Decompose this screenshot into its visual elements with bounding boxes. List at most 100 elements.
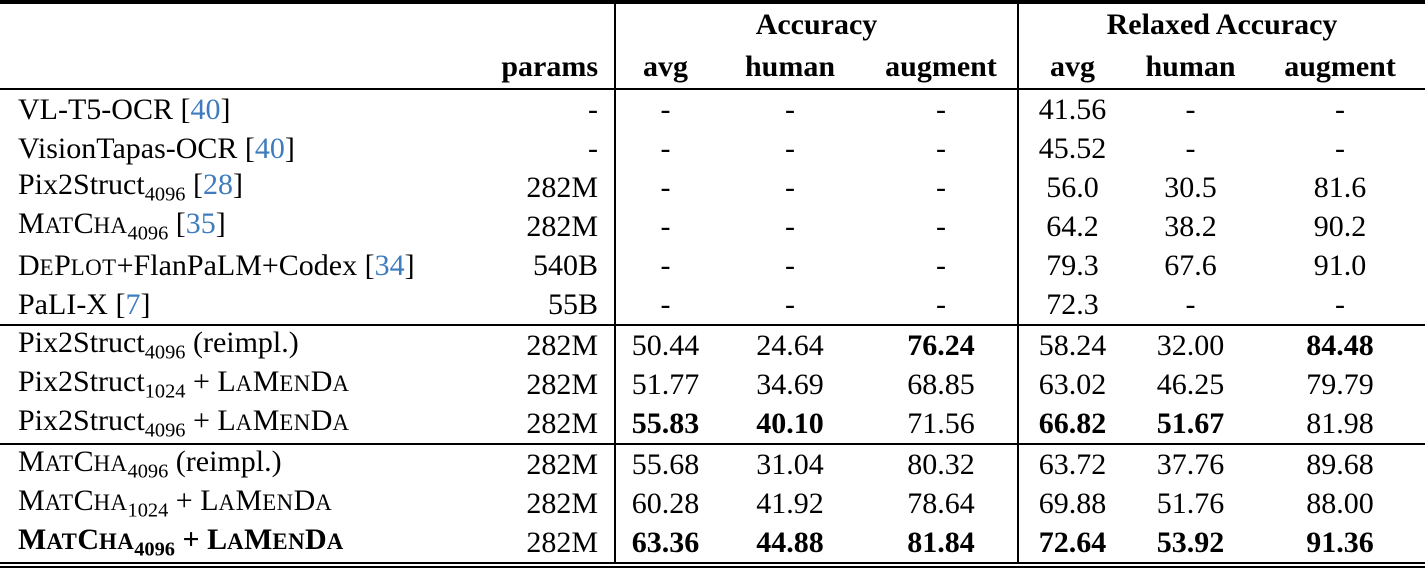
- value-cell: 72.3: [1046, 287, 1099, 321]
- value-cell: 79.79: [1306, 367, 1374, 401]
- model-name-text: +FlanPaLM+Codex: [116, 248, 365, 282]
- citation-link[interactable]: 7: [125, 287, 141, 321]
- value-cell: 88.00: [1306, 486, 1374, 520]
- model-name-text: ]: [284, 131, 295, 165]
- model-name-text: [: [115, 287, 126, 321]
- value-cell: -: [785, 131, 795, 165]
- model-name-text: (reimpl.): [168, 445, 282, 479]
- value-cell: 44.88: [756, 525, 824, 559]
- model-name-text: [: [180, 92, 191, 126]
- model-name-cell: Pix2Struct1024 + LAMENDA: [0, 365, 460, 404]
- params-cell: 55B: [460, 285, 616, 325]
- value-cell: 80.32: [865, 443, 1020, 484]
- smallcaps-text: A: [227, 529, 245, 555]
- table-row: VisionTapas-OCR [40] - - - -45.52- -: [0, 129, 1425, 168]
- value-cell: -: [865, 89, 1020, 129]
- value-cell: 89.68: [1255, 443, 1425, 484]
- value-cell: -: [660, 287, 671, 321]
- model-name-text: M: [18, 484, 45, 518]
- citation-link[interactable]: 34: [374, 248, 405, 282]
- group-header-spacer: [0, 2, 616, 46]
- value-cell: 91.36: [1306, 525, 1374, 559]
- model-name-text: M: [252, 404, 280, 438]
- smallcaps-text: A: [235, 371, 253, 397]
- value-cell: 37.76: [1126, 443, 1256, 484]
- value-cell: 46.25: [1156, 367, 1225, 401]
- value-cell: 34.69: [756, 367, 824, 401]
- model-name-text: D: [18, 248, 40, 282]
- value-cell: 63.02: [1038, 367, 1107, 401]
- model-name-cell: MATCHA4096 [35]: [0, 207, 460, 246]
- value-cell: 50.44: [615, 324, 715, 365]
- table-row: Pix2Struct4096 [28] 282M - - -56.0 30.5 81.6: [0, 168, 1425, 207]
- value-cell: 41.56: [1038, 92, 1107, 126]
- table-row: VL-T5-OCR [40] - - - -41.56- -: [0, 89, 1425, 129]
- relaxed-human-header: human: [1126, 46, 1256, 90]
- value-cell: 63.36: [631, 525, 700, 559]
- table-body: VL-T5-OCR [40] - - - -41.56- - VisionTapas-OCR…: [0, 89, 1425, 565]
- model-size-subscript: 4096: [134, 538, 175, 561]
- accuracy-human-header: human: [715, 46, 865, 90]
- smallcaps-text: A: [235, 410, 253, 436]
- value-cell: -: [660, 209, 671, 243]
- model-name-text: PaLI-X: [18, 287, 116, 321]
- smallcaps-text: A: [326, 529, 344, 555]
- accuracy-augment-header: augment: [865, 46, 1020, 90]
- model-name-text: ]: [232, 168, 243, 202]
- value-cell: 79.3: [1046, 248, 1099, 282]
- value-cell: 32.00: [1126, 324, 1256, 365]
- value-cell: 55.83: [631, 406, 700, 440]
- model-name-text: M: [18, 207, 45, 241]
- table-row: MATCHA1024 + LAMENDA 282M 60.28 41.92 78.64 6…: [0, 484, 1425, 523]
- citation-link[interactable]: 28: [202, 168, 233, 202]
- table-header: Accuracy Relaxed Accuracy params avg hum…: [0, 2, 1425, 90]
- params-cell: 282M: [460, 324, 616, 365]
- model-size-subscript: 4096: [144, 183, 186, 206]
- value-cell: -: [1185, 92, 1196, 126]
- model-name-cell: Pix2Struct4096 (reimpl.): [0, 324, 460, 365]
- citation-link[interactable]: 40: [254, 131, 285, 165]
- value-cell: -: [865, 168, 1020, 207]
- value-cell: 40.10: [756, 406, 824, 440]
- value-cell: 45.52: [1038, 131, 1107, 165]
- value-cell: -: [660, 248, 671, 282]
- value-cell: 63.72: [1018, 443, 1127, 484]
- model-name-text: C: [73, 484, 94, 518]
- smallcaps-text: EN: [272, 529, 306, 555]
- params-cell: 282M: [460, 443, 616, 484]
- value-cell: -: [1335, 131, 1346, 165]
- value-cell: -: [785, 287, 795, 321]
- params-cell: 282M: [460, 207, 616, 246]
- model-name-text: [: [364, 248, 375, 282]
- value-cell: 67.6: [1164, 248, 1217, 282]
- model-name-text: [: [192, 168, 203, 202]
- citation-link[interactable]: 35: [185, 207, 216, 241]
- value-cell: 71.56: [865, 404, 1020, 444]
- smallcaps-text: LOT: [70, 254, 117, 280]
- model-size-subscript: 4096: [144, 419, 186, 442]
- value-cell: 51.67: [1156, 406, 1225, 440]
- model-name-text: + L: [185, 365, 236, 399]
- params-cell: 282M: [460, 404, 616, 444]
- smallcaps-text: AT: [44, 213, 74, 239]
- params-cell: -: [460, 129, 616, 168]
- table-row: Pix2Struct4096 + LAMENDA 282M 55.83 40.10 71…: [0, 404, 1425, 444]
- table-row: Pix2Struct4096 (reimpl.) 282M 50.44 24.64 76…: [0, 324, 1425, 365]
- model-name-cell: MATCHA4096 (reimpl.): [0, 443, 460, 484]
- table-row: Pix2Struct1024 + LAMENDA 282M 51.77 34.69 68…: [0, 365, 1425, 404]
- value-cell: 60.28: [631, 486, 700, 520]
- group-header-accuracy: Accuracy: [615, 2, 1020, 46]
- citation-link[interactable]: 40: [190, 92, 221, 126]
- group-header-relaxed-accuracy: Relaxed Accuracy: [1106, 8, 1338, 41]
- value-cell: 81.84: [865, 523, 1020, 565]
- value-cell: -: [785, 170, 795, 204]
- model-name-text: D: [305, 523, 327, 557]
- value-cell: 30.5: [1164, 170, 1217, 204]
- value-cell: 72.64: [1038, 525, 1107, 559]
- model-name-text: [: [244, 131, 255, 165]
- value-cell: -: [865, 207, 1020, 246]
- model-name-text: M: [252, 365, 280, 399]
- value-cell: 55.68: [615, 443, 715, 484]
- params-column-header: params: [460, 46, 616, 90]
